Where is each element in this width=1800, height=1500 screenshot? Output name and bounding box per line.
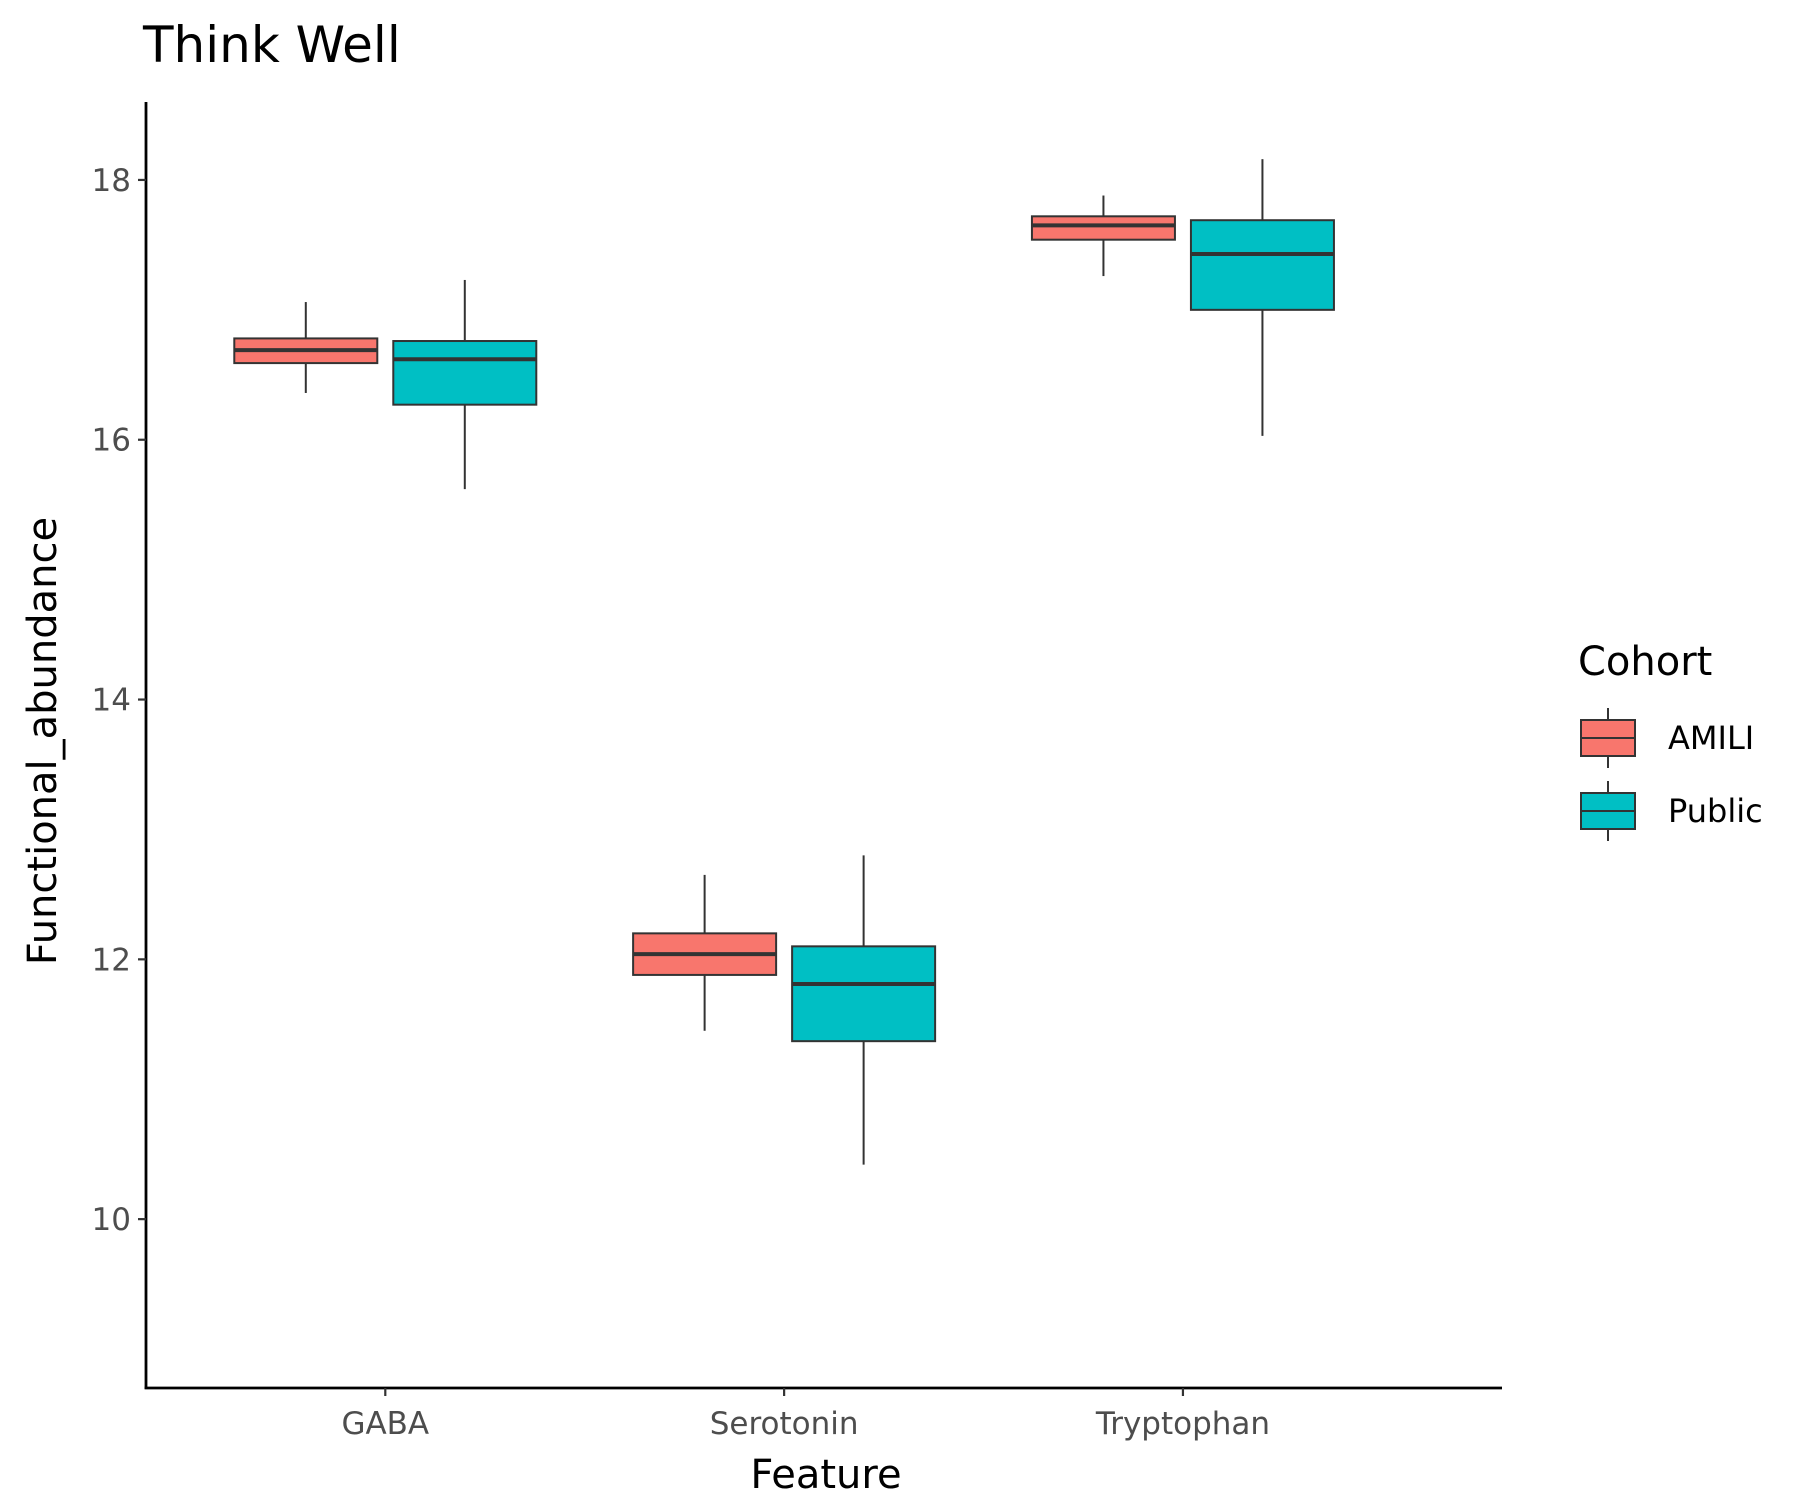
legend-item-amili: AMILI xyxy=(1580,708,1754,768)
box-amili-tryptophan xyxy=(1030,195,1176,277)
box-body xyxy=(1030,215,1176,241)
x-axis-ticks: GABA Serotonin Tryptophan xyxy=(341,1388,1270,1442)
chart-title: Think Well xyxy=(142,16,401,74)
box-public-tryptophan xyxy=(1189,159,1335,436)
legend-label: AMILI xyxy=(1668,719,1754,757)
plot-area xyxy=(233,159,1335,1165)
box-body xyxy=(392,340,538,406)
y-tick-label: 10 xyxy=(92,1202,131,1238)
y-tick-label: 12 xyxy=(92,942,131,978)
legend-title: Cohort xyxy=(1578,639,1712,685)
box-public-serotonin xyxy=(791,855,937,1165)
legend-label: Public xyxy=(1668,792,1763,830)
y-axis-title: Functional_abundance xyxy=(20,517,66,965)
box-amili-serotonin xyxy=(632,874,778,1031)
legend-item-public: Public xyxy=(1580,781,1763,841)
x-tick-label: Tryptophan xyxy=(1095,1406,1270,1442)
y-axis-ticks: 10 12 14 16 18 xyxy=(92,163,146,1238)
legend: Cohort AMILI Public xyxy=(1578,639,1763,841)
box-public-gaba xyxy=(392,279,538,490)
x-tick-label: GABA xyxy=(341,1406,429,1442)
y-tick-label: 16 xyxy=(92,423,131,459)
y-tick-label: 18 xyxy=(92,163,131,199)
x-tick-label: Serotonin xyxy=(710,1406,859,1442)
x-axis-title: Feature xyxy=(750,1452,901,1498)
y-tick-label: 14 xyxy=(92,683,131,719)
box-body xyxy=(1189,219,1335,311)
box-amili-gaba xyxy=(233,302,379,393)
box-body xyxy=(791,945,937,1043)
